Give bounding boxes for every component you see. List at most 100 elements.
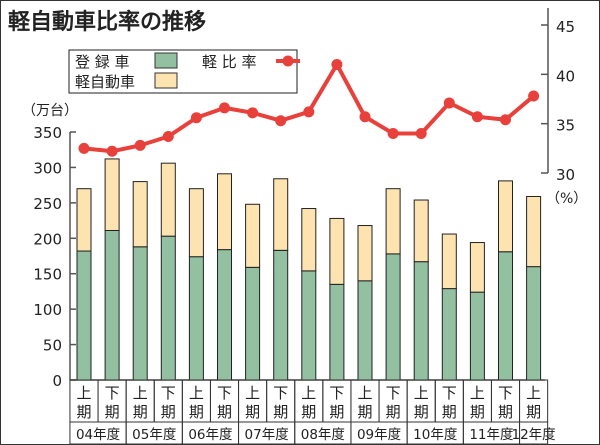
half-label: 下 bbox=[329, 384, 344, 402]
legend-swatch-kei bbox=[154, 72, 178, 89]
bar-kei bbox=[245, 203, 261, 268]
left-tick-label: 50 bbox=[43, 337, 62, 355]
year-label: 06年度 bbox=[188, 427, 232, 443]
bar-registered bbox=[104, 229, 120, 381]
bar-kei bbox=[132, 181, 148, 248]
half-label-period: 期 bbox=[498, 403, 513, 421]
left-tick-label: 150 bbox=[33, 266, 62, 284]
bar-registered bbox=[357, 280, 373, 381]
bar-kei bbox=[357, 225, 373, 282]
legend-label-registered: 登 録 車 bbox=[75, 53, 130, 71]
legend-label-ratio: 軽 比 率 bbox=[202, 53, 257, 71]
bar-kei bbox=[160, 162, 176, 237]
legend-label-kei: 軽自動車 bbox=[75, 73, 135, 91]
left-tick-label: 100 bbox=[33, 301, 62, 319]
bar-registered bbox=[160, 235, 176, 381]
half-label-period: 期 bbox=[329, 403, 344, 421]
ratio-point bbox=[106, 145, 118, 157]
bar-kei bbox=[188, 188, 204, 258]
bar-kei bbox=[329, 217, 345, 285]
bar-kei bbox=[385, 188, 401, 255]
ratio-point bbox=[275, 115, 287, 127]
year-label: 10年度 bbox=[413, 427, 457, 443]
half-label: 上 bbox=[301, 384, 316, 402]
ratio-point bbox=[443, 97, 455, 109]
chart-title: 軽自動車比率の推移 bbox=[8, 9, 206, 35]
half-label-period: 期 bbox=[161, 403, 176, 421]
ratio-point bbox=[528, 90, 540, 102]
left-tick-label: 250 bbox=[33, 195, 62, 213]
ratio-point bbox=[134, 139, 146, 151]
year-label: 09年度 bbox=[357, 427, 401, 443]
half-label-period: 期 bbox=[76, 403, 91, 421]
half-label-period: 期 bbox=[386, 403, 401, 421]
half-label-period: 期 bbox=[470, 403, 485, 421]
ratio-point bbox=[247, 107, 259, 119]
year-label: 11年度 bbox=[469, 427, 513, 443]
bar-registered bbox=[498, 251, 513, 381]
year-cell bbox=[519, 421, 549, 445]
ratio-point bbox=[500, 114, 511, 126]
half-label: 上 bbox=[245, 384, 260, 402]
bar-registered bbox=[329, 283, 345, 381]
bar-registered bbox=[469, 291, 485, 381]
bar-kei bbox=[104, 158, 120, 231]
right-axis-unit: （%） bbox=[546, 191, 587, 207]
year-label: 05年度 bbox=[132, 427, 176, 443]
half-label: 下 bbox=[105, 384, 120, 402]
bar-registered bbox=[385, 253, 401, 381]
half-label: 上 bbox=[470, 384, 485, 402]
half-label-period: 期 bbox=[245, 403, 260, 421]
bar-kei bbox=[273, 178, 289, 251]
year-label: 04年度 bbox=[76, 427, 120, 443]
ratio-point bbox=[162, 130, 174, 142]
right-tick-label: 40 bbox=[556, 67, 575, 85]
half-label-period: 期 bbox=[414, 403, 429, 421]
ratio-point bbox=[387, 128, 399, 140]
bar-kei bbox=[469, 242, 485, 293]
half-label: 上 bbox=[414, 384, 429, 402]
bar-kei bbox=[301, 208, 317, 272]
half-label: 下 bbox=[217, 384, 232, 402]
ratio-point bbox=[471, 111, 483, 123]
right-tick-label: 30 bbox=[556, 166, 575, 184]
bar-kei bbox=[217, 173, 232, 251]
bar-registered bbox=[245, 266, 261, 381]
legend: 登 録 車 軽自動車 軽 比 率 bbox=[68, 49, 300, 94]
half-label-period: 期 bbox=[301, 403, 316, 421]
bar-registered bbox=[441, 288, 457, 381]
half-label-period: 期 bbox=[133, 403, 148, 421]
bar-kei bbox=[413, 199, 429, 263]
bar-kei bbox=[498, 180, 513, 253]
ratio-point bbox=[78, 142, 90, 154]
bar-registered bbox=[217, 249, 232, 381]
ratio-point bbox=[303, 106, 315, 118]
bar-registered bbox=[413, 261, 429, 381]
right-tick-label: 35 bbox=[556, 117, 575, 135]
ratio-point bbox=[331, 58, 343, 70]
half-label: 下 bbox=[498, 384, 513, 402]
half-label: 下 bbox=[273, 384, 288, 402]
bar-registered bbox=[273, 249, 289, 381]
year-label: 08年度 bbox=[301, 427, 345, 443]
left-tick-label: 350 bbox=[33, 124, 62, 142]
legend-box bbox=[68, 49, 298, 94]
half-label: 下 bbox=[386, 384, 401, 402]
half-label-period: 期 bbox=[189, 403, 204, 421]
ratio-point bbox=[415, 128, 427, 140]
legend-swatch-registered bbox=[154, 52, 178, 69]
bar-registered bbox=[76, 250, 92, 381]
half-label-period: 期 bbox=[273, 403, 288, 421]
ratio-point bbox=[190, 112, 202, 124]
bar-kei bbox=[526, 195, 542, 268]
bar-kei bbox=[76, 188, 92, 252]
bar-kei bbox=[441, 233, 457, 290]
left-tick-label: 300 bbox=[33, 159, 62, 177]
left-tick-label: 0 bbox=[52, 372, 62, 390]
half-label: 上 bbox=[526, 384, 541, 402]
half-label-period: 期 bbox=[357, 403, 372, 421]
left-axis-unit: （万台） bbox=[22, 103, 78, 119]
year-label: 07年度 bbox=[245, 427, 289, 443]
half-label: 下 bbox=[161, 384, 176, 402]
